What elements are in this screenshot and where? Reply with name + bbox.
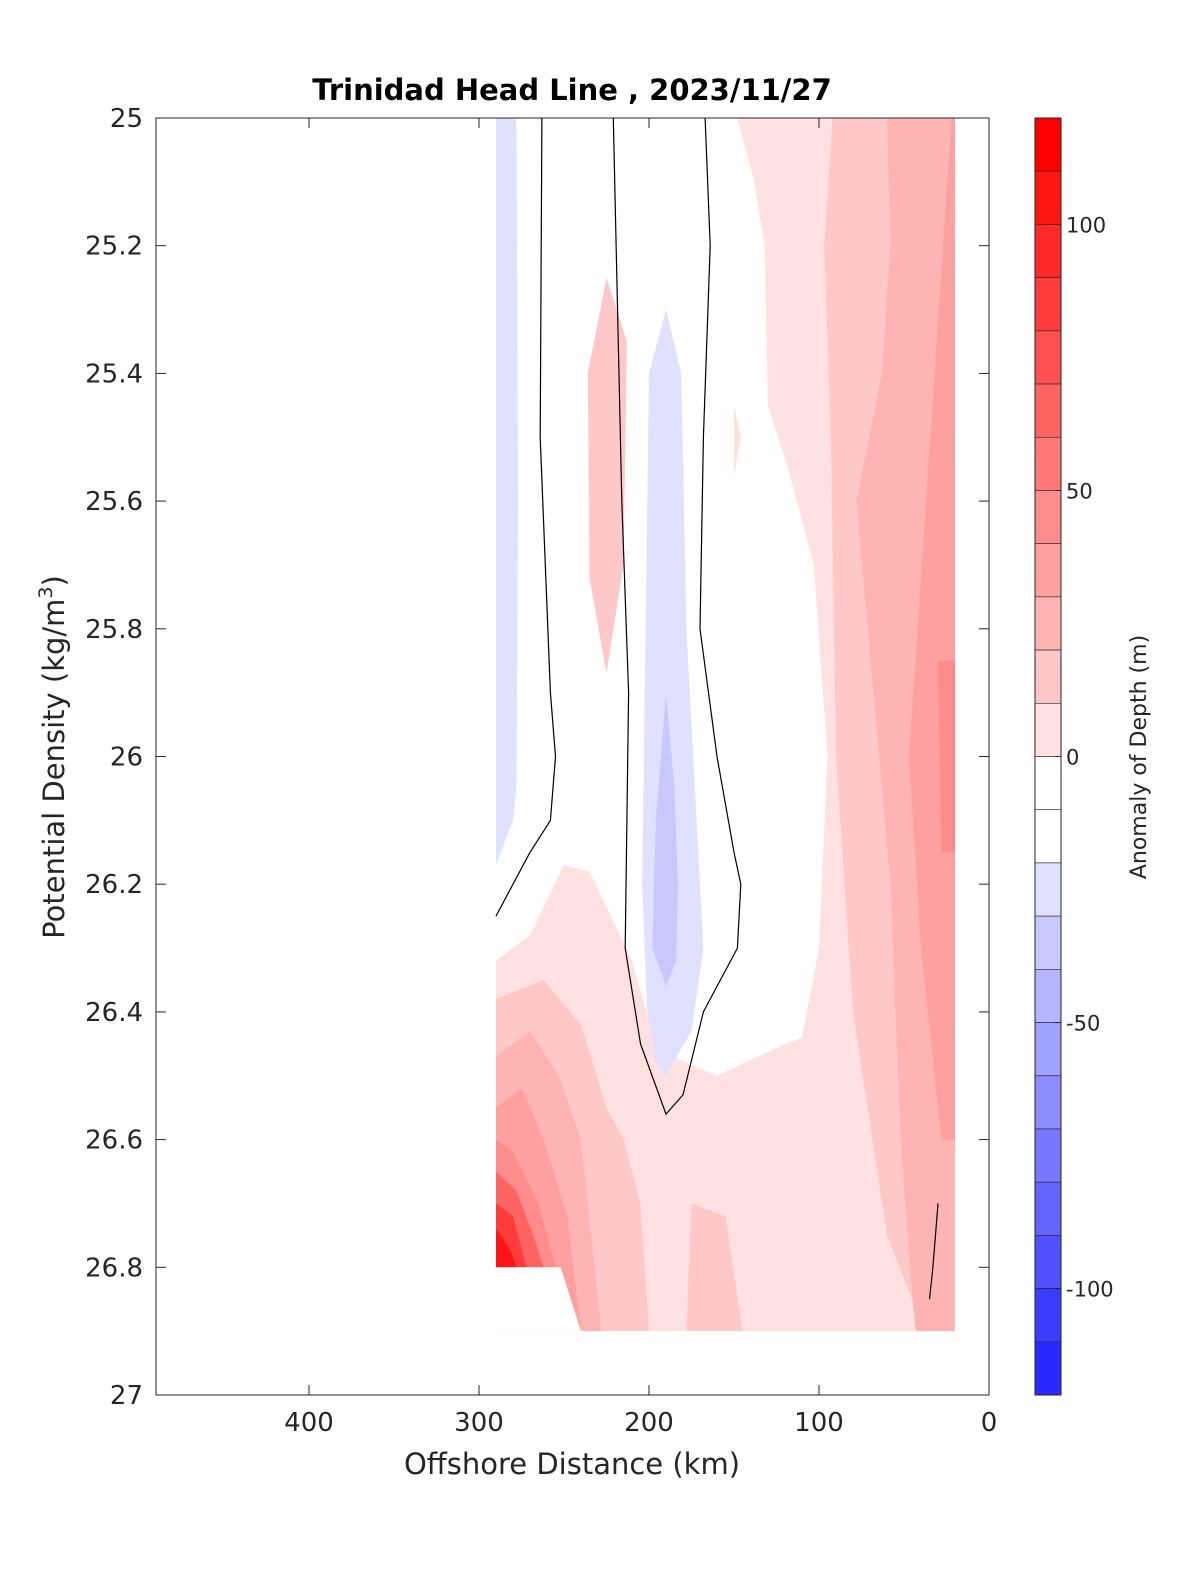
x-tick-label-300: 300 [454,1408,504,1438]
colorbar-segment-60-70 [1034,383,1062,438]
y-tick-label-25.8: 25.8 [85,615,143,645]
no-data-area-0 [156,118,581,1332]
y-tick-label-26.4: 26.4 [85,998,143,1028]
plot-area: 400 300 200 100 0 25 25.2 25.4 25.6 25.8 26 26.2 26… [85,104,997,1438]
colorbar-segment--50--40 [1034,969,1062,1023]
colorbar-segment--30--20 [1034,862,1062,917]
x-tick-label-0: 0 [981,1408,998,1438]
colorbar-segment-0-10 [1034,702,1062,757]
y-axis-label: Potential Density (kg/m3) [35,575,71,939]
colorbar-segment--110--100 [1034,1288,1062,1343]
colorbar-tick-label--50: -50 [1066,1012,1100,1036]
colorbar-segment-10-20 [1034,649,1062,704]
colorbar-segment-50-60 [1034,436,1062,491]
colorbar-segment--90--80 [1034,1181,1062,1236]
no-data-mask [156,118,989,1395]
zero-contour-line-2 [928,1203,939,1300]
contour-region--20-16 [652,692,678,987]
colorbar: 100 50 0 -50 -100 [1034,117,1114,1396]
colorbar-segment--20--10 [1034,809,1062,864]
contour-region-40-7 [909,118,955,1140]
y-tick-label-25.6: 25.6 [85,487,143,517]
x-tick-label-100: 100 [794,1408,844,1438]
colorbar-segment-40-50 [1034,490,1062,544]
y-axis-label-superscript: 3 [35,586,57,598]
x-tick-label-200: 200 [624,1408,674,1438]
y-tick-label-26.2: 26.2 [85,870,143,900]
colorbar-segment-110-120 [1034,117,1062,172]
y-axis-label-end: ) [37,575,71,586]
colorbar-segment--100--90 [1034,1235,1062,1289]
chart-title: Trinidad Head Line , 2023/11/27 [312,73,832,107]
x-tick-label-400: 400 [284,1408,334,1438]
colorbar-segment--60--50 [1034,1022,1062,1077]
colorbar-segment--80--70 [1034,1128,1062,1183]
y-tick-label-26: 26 [110,743,143,773]
contour-region-15-17 [734,405,741,476]
contour-regions [496,118,955,1332]
zero-contour-line-1 [612,117,742,1116]
no-data-area-1 [156,1331,989,1395]
y-axis-ticks: 25 25.2 25.4 25.6 25.8 26 26.2 26.4 26.6 26.8 27 [85,104,989,1411]
contour-region--10-14 [496,118,519,865]
colorbar-frame [1034,117,1062,1396]
contour-region-50-9 [938,660,955,853]
y-tick-label-27: 27 [110,1381,143,1411]
colorbar-label: Anomaly of Depth (m) [1127,635,1152,879]
x-axis-label: Offshore Distance (km) [404,1447,740,1481]
y-tick-label-25.2: 25.2 [85,232,143,262]
y-tick-label-25: 25 [110,104,143,134]
colorbar-segment-100-110 [1034,170,1062,225]
y-tick-label-26.8: 26.8 [85,1253,143,1283]
contour-region-20-3 [686,1203,743,1332]
colorbar-segment--120--110 [1034,1341,1062,1396]
y-tick-label-25.4: 25.4 [85,359,143,389]
colorbar-segment-30-40 [1034,543,1062,598]
y-axis-label-main: Potential Density (kg/m [37,599,71,939]
colorbar-segment-80-90 [1034,277,1062,332]
colorbar-segment--70--60 [1034,1075,1062,1130]
colorbar-ticks: 100 50 0 -50 -100 [1055,213,1114,1302]
colorbar-segments [1034,117,1062,1396]
no-data-area-2 [955,118,989,1332]
colorbar-segment--10-0 [1034,756,1062,811]
zero-contour-line-0 [495,117,557,917]
contour-region-100-13 [496,1229,517,1268]
plot-frame [155,117,990,1396]
x-axis-ticks: 400 300 200 100 0 [284,118,997,1438]
colorbar-segment-90-100 [1034,224,1062,278]
colorbar-segment--40--30 [1034,915,1062,970]
colorbar-tick-label-50: 50 [1066,479,1093,503]
colorbar-tick-label-100: 100 [1066,213,1106,237]
colorbar-tick-label--100: -100 [1066,1278,1114,1302]
y-tick-label-26.6: 26.6 [85,1126,143,1156]
colorbar-tick-label-0: 0 [1066,746,1079,770]
zero-contour-lines [495,117,939,1300]
contour-region-20-4 [587,277,627,674]
colorbar-segment-70-80 [1034,330,1062,385]
colorbar-segment-20-30 [1034,596,1062,651]
